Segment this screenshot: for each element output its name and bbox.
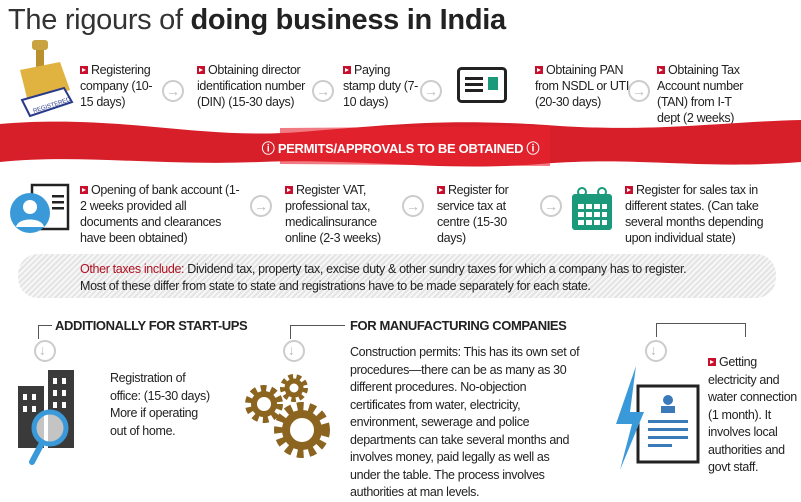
- arrow-right-icon: →: [162, 80, 184, 102]
- bullet-icon: [625, 186, 633, 194]
- bullet-icon: [80, 66, 88, 74]
- step-text: Registering company (10-15 days): [80, 63, 153, 109]
- step-tan: Obtaining Tax Account number (TAN) from …: [657, 62, 752, 126]
- step-service-tax: Register for service tax at centre (15-3…: [437, 182, 532, 246]
- manufacturing-heading: FOR MANUFACTURING COMPANIES: [350, 318, 567, 333]
- arrow-down-icon: →: [283, 340, 305, 362]
- step-sales-tax: Register for sales tax in different stat…: [625, 182, 785, 246]
- bank-account-icon: [10, 183, 70, 233]
- banner-text: ⓘ PERMITS/APPROVALS TO BE OBTAINED ⓘ: [261, 141, 540, 156]
- utility-document-icon: [616, 366, 700, 470]
- bullet-icon: [343, 66, 351, 74]
- bullet-icon: [80, 186, 88, 194]
- title-bold: doing business in India: [190, 4, 506, 36]
- bullet-icon: [197, 66, 205, 74]
- calendar-icon: [572, 187, 612, 230]
- arrow-down-icon: →: [34, 340, 56, 362]
- step-register-company: Registering company (10-15 days): [80, 62, 165, 110]
- stamp-icon: REGISTERED: [20, 40, 74, 118]
- title-regular: The rigours of: [8, 4, 191, 36]
- other-taxes-text: Other taxes include: Dividend tax, prope…: [80, 261, 687, 295]
- step-text: Getting electricity and water connection…: [708, 355, 797, 474]
- bullet-icon: [535, 66, 543, 74]
- step-text: Register for sales tax in different stat…: [625, 183, 764, 245]
- other-taxes-line2: Most of these differ from state to state…: [80, 279, 591, 293]
- startups-heading: ADDITIONALLY FOR START-UPS: [55, 318, 248, 333]
- gears-icon: [245, 374, 330, 458]
- step-text: Paying stamp duty (7-10 days): [343, 63, 418, 109]
- bullet-icon: [285, 186, 293, 194]
- bullet-icon: [708, 358, 716, 366]
- startups-text: Registration of office: (15-30 days) Mor…: [110, 371, 210, 438]
- id-card-icon: [457, 67, 507, 103]
- arrow-right-icon: →: [628, 80, 650, 102]
- step-text: Obtaining director identification number…: [197, 63, 305, 109]
- step-text: Obtaining PAN from NSDL or UTI (20-30 da…: [535, 63, 629, 109]
- arrow-right-icon: →: [420, 80, 442, 102]
- step-bank-account: Opening of bank account (1-2 weeks provi…: [80, 182, 245, 246]
- permits-banner: [0, 120, 801, 167]
- bullet-icon: [437, 186, 445, 194]
- arrow-right-icon: →: [312, 80, 334, 102]
- page-title: The rigours of doing business in India: [8, 4, 506, 37]
- arrow-right-icon: →: [250, 195, 272, 217]
- bracket-line: [38, 325, 52, 339]
- bracket-line: [656, 323, 746, 337]
- other-taxes-panel: [18, 254, 776, 298]
- bullet-icon: [657, 66, 665, 74]
- other-taxes-label: Other taxes include:: [80, 262, 185, 276]
- step-utilities: Getting electricity and water connection…: [708, 354, 798, 477]
- step-din: Obtaining director identification number…: [197, 62, 309, 110]
- bracket-line: [290, 325, 345, 339]
- banner-label: PERMITS/APPROVALS TO BE OBTAINED: [277, 141, 524, 156]
- other-taxes-line1: Dividend tax, property tax, excise duty …: [184, 262, 687, 276]
- arrow-right-icon: →: [402, 195, 424, 217]
- step-text: Opening of bank account (1-2 weeks provi…: [80, 183, 240, 245]
- office-building-icon: [18, 370, 74, 465]
- step-pan: Obtaining PAN from NSDL or UTI (20-30 da…: [535, 62, 630, 110]
- step-text: Register for service tax at centre (15-3…: [437, 183, 509, 245]
- arrow-right-icon: →: [540, 195, 562, 217]
- step-text: Obtaining Tax Account number (TAN) from …: [657, 63, 744, 125]
- step-vat: Register VAT, professional tax, medicali…: [285, 182, 397, 246]
- arrow-down-icon: →: [645, 340, 667, 362]
- step-stamp-duty: Paying stamp duty (7-10 days): [343, 62, 423, 110]
- step-text: Register VAT, professional tax, medicali…: [285, 183, 381, 245]
- manufacturing-text: Construction permits: This has its own s…: [350, 345, 580, 499]
